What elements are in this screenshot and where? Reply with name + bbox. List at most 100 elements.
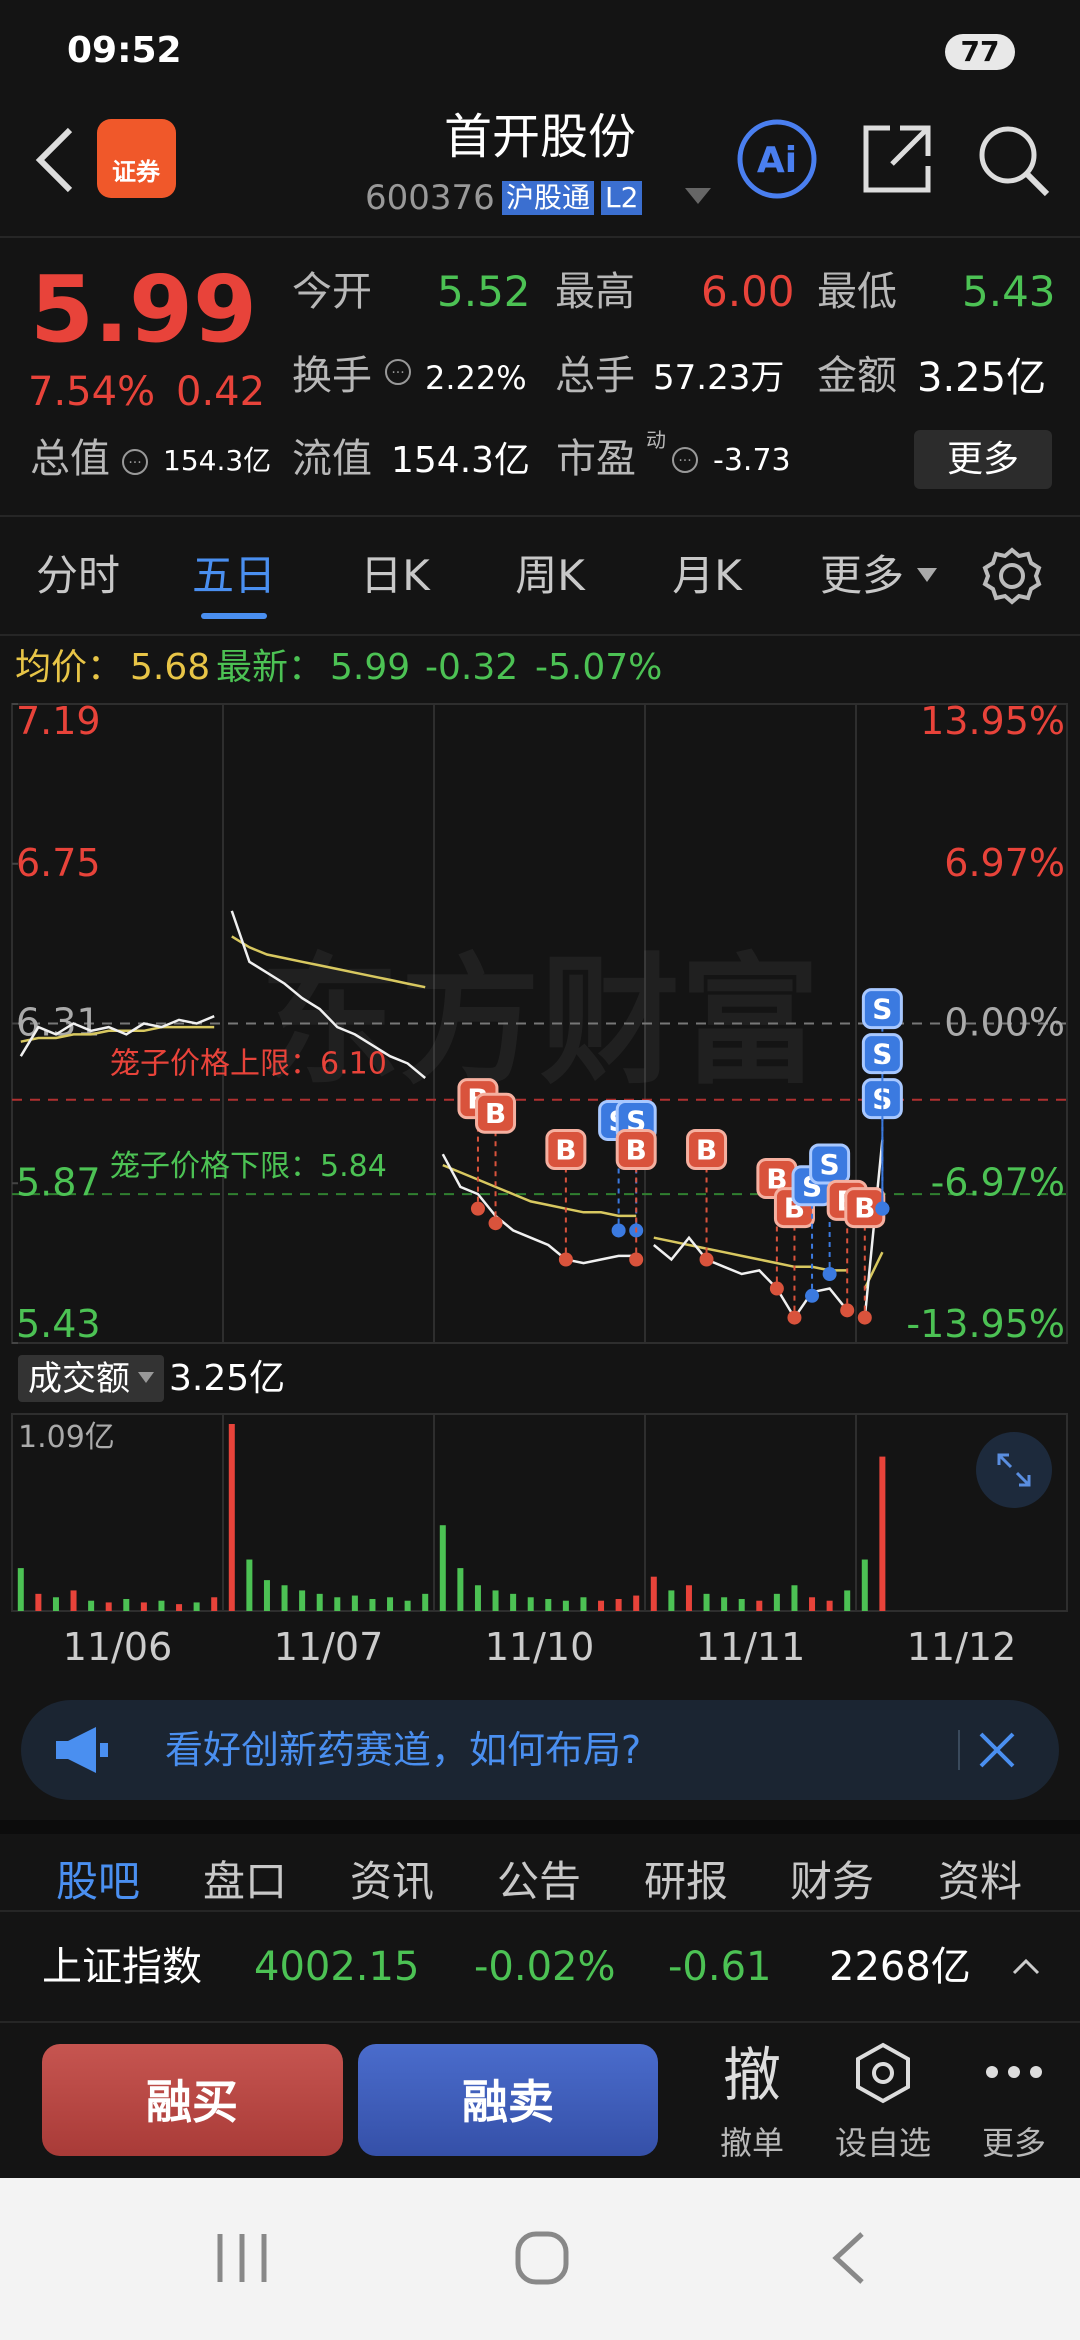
- volume-bar: [35, 1593, 42, 1611]
- expand-caret[interactable]: [1012, 1957, 1040, 1975]
- search-button[interactable]: [975, 122, 1051, 198]
- expand-button[interactable]: [975, 1431, 1053, 1509]
- volume-bar: [246, 1559, 253, 1611]
- sell-button[interactable]: [358, 2044, 658, 2156]
- marker-point: [787, 1310, 802, 1325]
- tab[interactable]: 周K: [515, 551, 585, 600]
- ai-button[interactable]: Ai: [736, 118, 818, 200]
- more-icon[interactable]: [984, 2062, 1044, 2082]
- share-button[interactable]: [860, 122, 934, 196]
- tab[interactable]: 更多: [819, 551, 905, 600]
- volume-bar: [422, 1593, 429, 1611]
- marker-bubble: [475, 1092, 517, 1134]
- volume-bar: [598, 1600, 605, 1611]
- bottom-tab[interactable]: 资料: [937, 1857, 1023, 1906]
- info-icon[interactable]: ···: [670, 445, 700, 475]
- y-pct-label: -6.97%: [931, 1160, 1065, 1204]
- volume-selector-label: 成交额: [28, 1359, 130, 1399]
- marker-point: [470, 1201, 485, 1216]
- volume-bar: [281, 1585, 288, 1611]
- app-icon[interactable]: [97, 119, 176, 198]
- info-icon[interactable]: ···: [383, 357, 413, 387]
- volume-bar: [123, 1598, 130, 1611]
- volume-bar: [369, 1598, 376, 1611]
- banner-text[interactable]: 看好创新药赛道，如何布局?: [165, 1728, 642, 1772]
- field-label: 最高: [555, 269, 635, 315]
- field-value: 5.43: [962, 267, 1056, 316]
- bottom-tab[interactable]: 股吧: [55, 1857, 141, 1906]
- volume-bar: [844, 1590, 851, 1611]
- bottom-tab[interactable]: 研报: [643, 1857, 729, 1906]
- marker-point: [629, 1252, 644, 1267]
- info-icon[interactable]: ···: [120, 447, 150, 477]
- volume-bar: [299, 1590, 306, 1611]
- divider: [0, 236, 1080, 238]
- marker-label: S: [820, 1148, 840, 1181]
- tab[interactable]: 分时: [35, 551, 121, 600]
- field-value: -3.73: [713, 443, 791, 478]
- x-tick-label: 11/11: [696, 1625, 806, 1669]
- index-value: 4002.15: [254, 1944, 420, 1990]
- marker-point: [840, 1303, 855, 1318]
- svg-text:···: ···: [128, 455, 141, 471]
- volume-selector[interactable]: [18, 1355, 164, 1402]
- field-label: 总手: [555, 353, 635, 399]
- index-name[interactable]: 上证指数: [42, 1944, 202, 1990]
- dropdown-caret[interactable]: [685, 188, 711, 206]
- marker-bubble: [861, 1033, 903, 1075]
- volume-bar: [545, 1598, 552, 1611]
- last-label: 最新：: [216, 647, 325, 688]
- field-value: 57.23万: [653, 358, 785, 398]
- field-label: 金额: [817, 353, 897, 399]
- nav-back[interactable]: [828, 2230, 868, 2286]
- y-pct-label: 0.00%: [944, 1001, 1065, 1045]
- nav-recent[interactable]: [214, 2232, 270, 2284]
- volume-bar: [334, 1597, 341, 1611]
- tag: L2: [601, 181, 643, 215]
- bottom-tab[interactable]: 盘口: [202, 1857, 288, 1906]
- more-button-label: 更多: [946, 439, 1020, 480]
- volume-bar: [685, 1585, 692, 1611]
- volume-bar: [158, 1600, 165, 1611]
- index-pct: -0.02%: [474, 1944, 616, 1990]
- back-button[interactable]: [30, 125, 80, 195]
- banner[interactable]: [21, 1700, 1059, 1800]
- bottom-tab[interactable]: 公告: [496, 1857, 582, 1906]
- volume-bar: [791, 1585, 798, 1611]
- y-pct-label: 13.95%: [920, 699, 1065, 743]
- buy-button[interactable]: [42, 2044, 343, 2156]
- more-label[interactable]: 更多: [981, 2124, 1047, 2162]
- cancel-label[interactable]: 撤单: [719, 2124, 785, 2162]
- x-tick-label: 11/07: [274, 1625, 384, 1669]
- settings-button[interactable]: [982, 546, 1042, 606]
- volume-bar: [351, 1595, 358, 1611]
- bottom-tab[interactable]: 财务: [789, 1857, 875, 1906]
- tab-underline: [201, 613, 267, 619]
- marker-label: B: [696, 1133, 717, 1166]
- volume-total: 3.25亿: [169, 1358, 286, 1399]
- volume-bar: [404, 1600, 411, 1611]
- stock-title: 首开股份: [443, 109, 637, 165]
- tab[interactable]: 日K: [360, 551, 430, 600]
- watch-label[interactable]: 设自选: [834, 2124, 932, 2162]
- volume-bar: [70, 1590, 77, 1611]
- close-button[interactable]: [977, 1730, 1017, 1770]
- tab[interactable]: 月K: [672, 551, 742, 600]
- volume-bar: [879, 1456, 886, 1611]
- tab[interactable]: 五日: [191, 551, 277, 600]
- nav-home[interactable]: [514, 2230, 570, 2286]
- field-value: 3.25亿: [917, 355, 1047, 401]
- marker-point: [488, 1216, 503, 1231]
- more-button[interactable]: [914, 430, 1052, 489]
- cancel-icon[interactable]: 撤: [722, 2041, 782, 2109]
- battery: [945, 34, 1015, 70]
- marker-label: B: [626, 1133, 647, 1166]
- bottom-tab[interactable]: 资讯: [349, 1857, 435, 1906]
- buy-label: 融买: [146, 2075, 238, 2129]
- tag: 沪股通: [502, 181, 595, 215]
- volume-bar: [721, 1597, 728, 1611]
- cage-lower-label: 笼子价格下限：5.84: [110, 1149, 387, 1184]
- watch-icon[interactable]: [853, 2042, 913, 2104]
- field-value: 6.00: [701, 267, 795, 316]
- y-pct-label: -13.95%: [906, 1302, 1065, 1346]
